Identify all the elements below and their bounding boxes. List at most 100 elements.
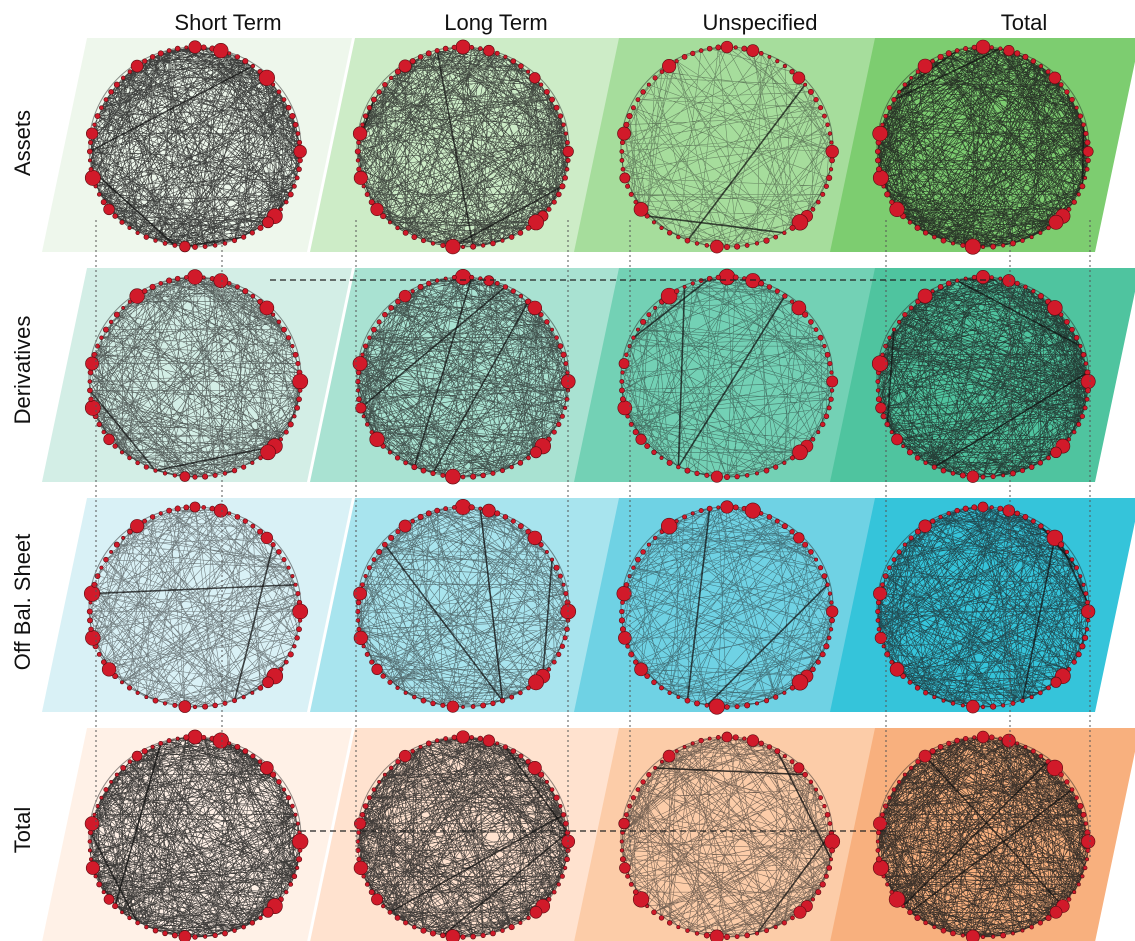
network-node xyxy=(759,511,764,516)
network-node xyxy=(1082,405,1088,411)
network-node xyxy=(915,759,921,765)
network-node xyxy=(529,72,541,84)
network-node xyxy=(822,803,827,809)
network-node xyxy=(99,105,104,111)
network-node xyxy=(440,932,446,939)
network-node xyxy=(906,449,914,456)
network-node xyxy=(92,122,97,127)
network-node xyxy=(287,191,294,198)
network-node xyxy=(113,81,120,88)
network-node xyxy=(112,443,118,449)
network-node xyxy=(184,45,189,50)
network-node xyxy=(494,50,500,56)
column-label-total: Total xyxy=(1001,10,1047,35)
network-node xyxy=(241,694,246,700)
network-node xyxy=(135,230,140,235)
network-node xyxy=(480,702,487,709)
network-node xyxy=(410,289,415,294)
network-node xyxy=(162,241,168,246)
network-node xyxy=(494,280,500,286)
network-node xyxy=(872,169,889,186)
network-node xyxy=(773,234,779,240)
network-node xyxy=(398,749,412,763)
network-node xyxy=(142,518,148,524)
network-node xyxy=(1058,312,1064,317)
network-node xyxy=(103,433,115,446)
network-node xyxy=(355,618,361,623)
network-node xyxy=(891,787,897,792)
network-node xyxy=(482,503,496,518)
network-node xyxy=(930,518,936,524)
network-node xyxy=(292,644,297,649)
network-node xyxy=(362,803,369,809)
network-node xyxy=(149,54,156,60)
network-node xyxy=(734,473,740,480)
network-node xyxy=(707,736,712,741)
heavy-edges xyxy=(655,750,833,934)
network-node xyxy=(562,635,568,641)
network-node xyxy=(412,924,417,930)
network-node xyxy=(900,673,907,679)
network-node xyxy=(234,514,241,520)
network-node xyxy=(744,243,750,248)
network-node xyxy=(410,748,415,754)
network-node xyxy=(470,243,477,250)
network-node xyxy=(376,89,382,95)
network-node xyxy=(551,659,557,665)
network-edges xyxy=(621,736,833,938)
network-node xyxy=(960,242,966,248)
network-node xyxy=(179,471,191,482)
network-node xyxy=(773,925,778,930)
network-node xyxy=(990,474,996,480)
network-node xyxy=(1083,361,1089,366)
network-node xyxy=(932,234,937,240)
network-node xyxy=(364,651,370,657)
network-node xyxy=(745,273,761,289)
network-node xyxy=(659,759,664,764)
network-node xyxy=(734,243,741,250)
network-node xyxy=(368,889,375,896)
network-node xyxy=(564,856,570,863)
network-nodes xyxy=(353,499,577,713)
network-node xyxy=(257,224,264,231)
network-node xyxy=(200,44,207,51)
network-node xyxy=(355,402,367,414)
network-node xyxy=(288,882,294,887)
network-node xyxy=(469,735,475,740)
network-node xyxy=(563,865,568,870)
network-node xyxy=(742,736,747,741)
network-node xyxy=(929,748,936,755)
network-node xyxy=(100,199,107,206)
network-node xyxy=(1077,113,1084,119)
network-node xyxy=(1069,787,1075,792)
network-node xyxy=(212,732,229,749)
network-node xyxy=(494,510,501,517)
network-node xyxy=(875,402,887,414)
network-node xyxy=(369,659,375,665)
network-node xyxy=(135,460,140,466)
network-node xyxy=(434,738,440,743)
network-nodes xyxy=(352,269,576,485)
network-node xyxy=(551,889,557,895)
network-node xyxy=(619,626,626,633)
network-node xyxy=(963,46,969,52)
network-node xyxy=(887,565,892,571)
network-node xyxy=(103,556,109,563)
network-node xyxy=(1049,905,1063,919)
network-node xyxy=(509,464,514,470)
network-node xyxy=(166,48,172,53)
network-node xyxy=(354,148,361,155)
network-node xyxy=(538,312,544,318)
network-node xyxy=(644,673,650,679)
network-node xyxy=(212,932,218,939)
network-node xyxy=(559,873,565,879)
row-label-assets: Assets xyxy=(10,110,35,176)
network-node xyxy=(360,122,365,127)
network-node xyxy=(559,183,566,190)
network-node xyxy=(557,573,563,579)
network-node xyxy=(480,472,486,479)
network-node xyxy=(262,676,274,689)
network-node xyxy=(962,735,969,742)
network-node xyxy=(823,413,830,420)
network-node xyxy=(980,934,986,940)
